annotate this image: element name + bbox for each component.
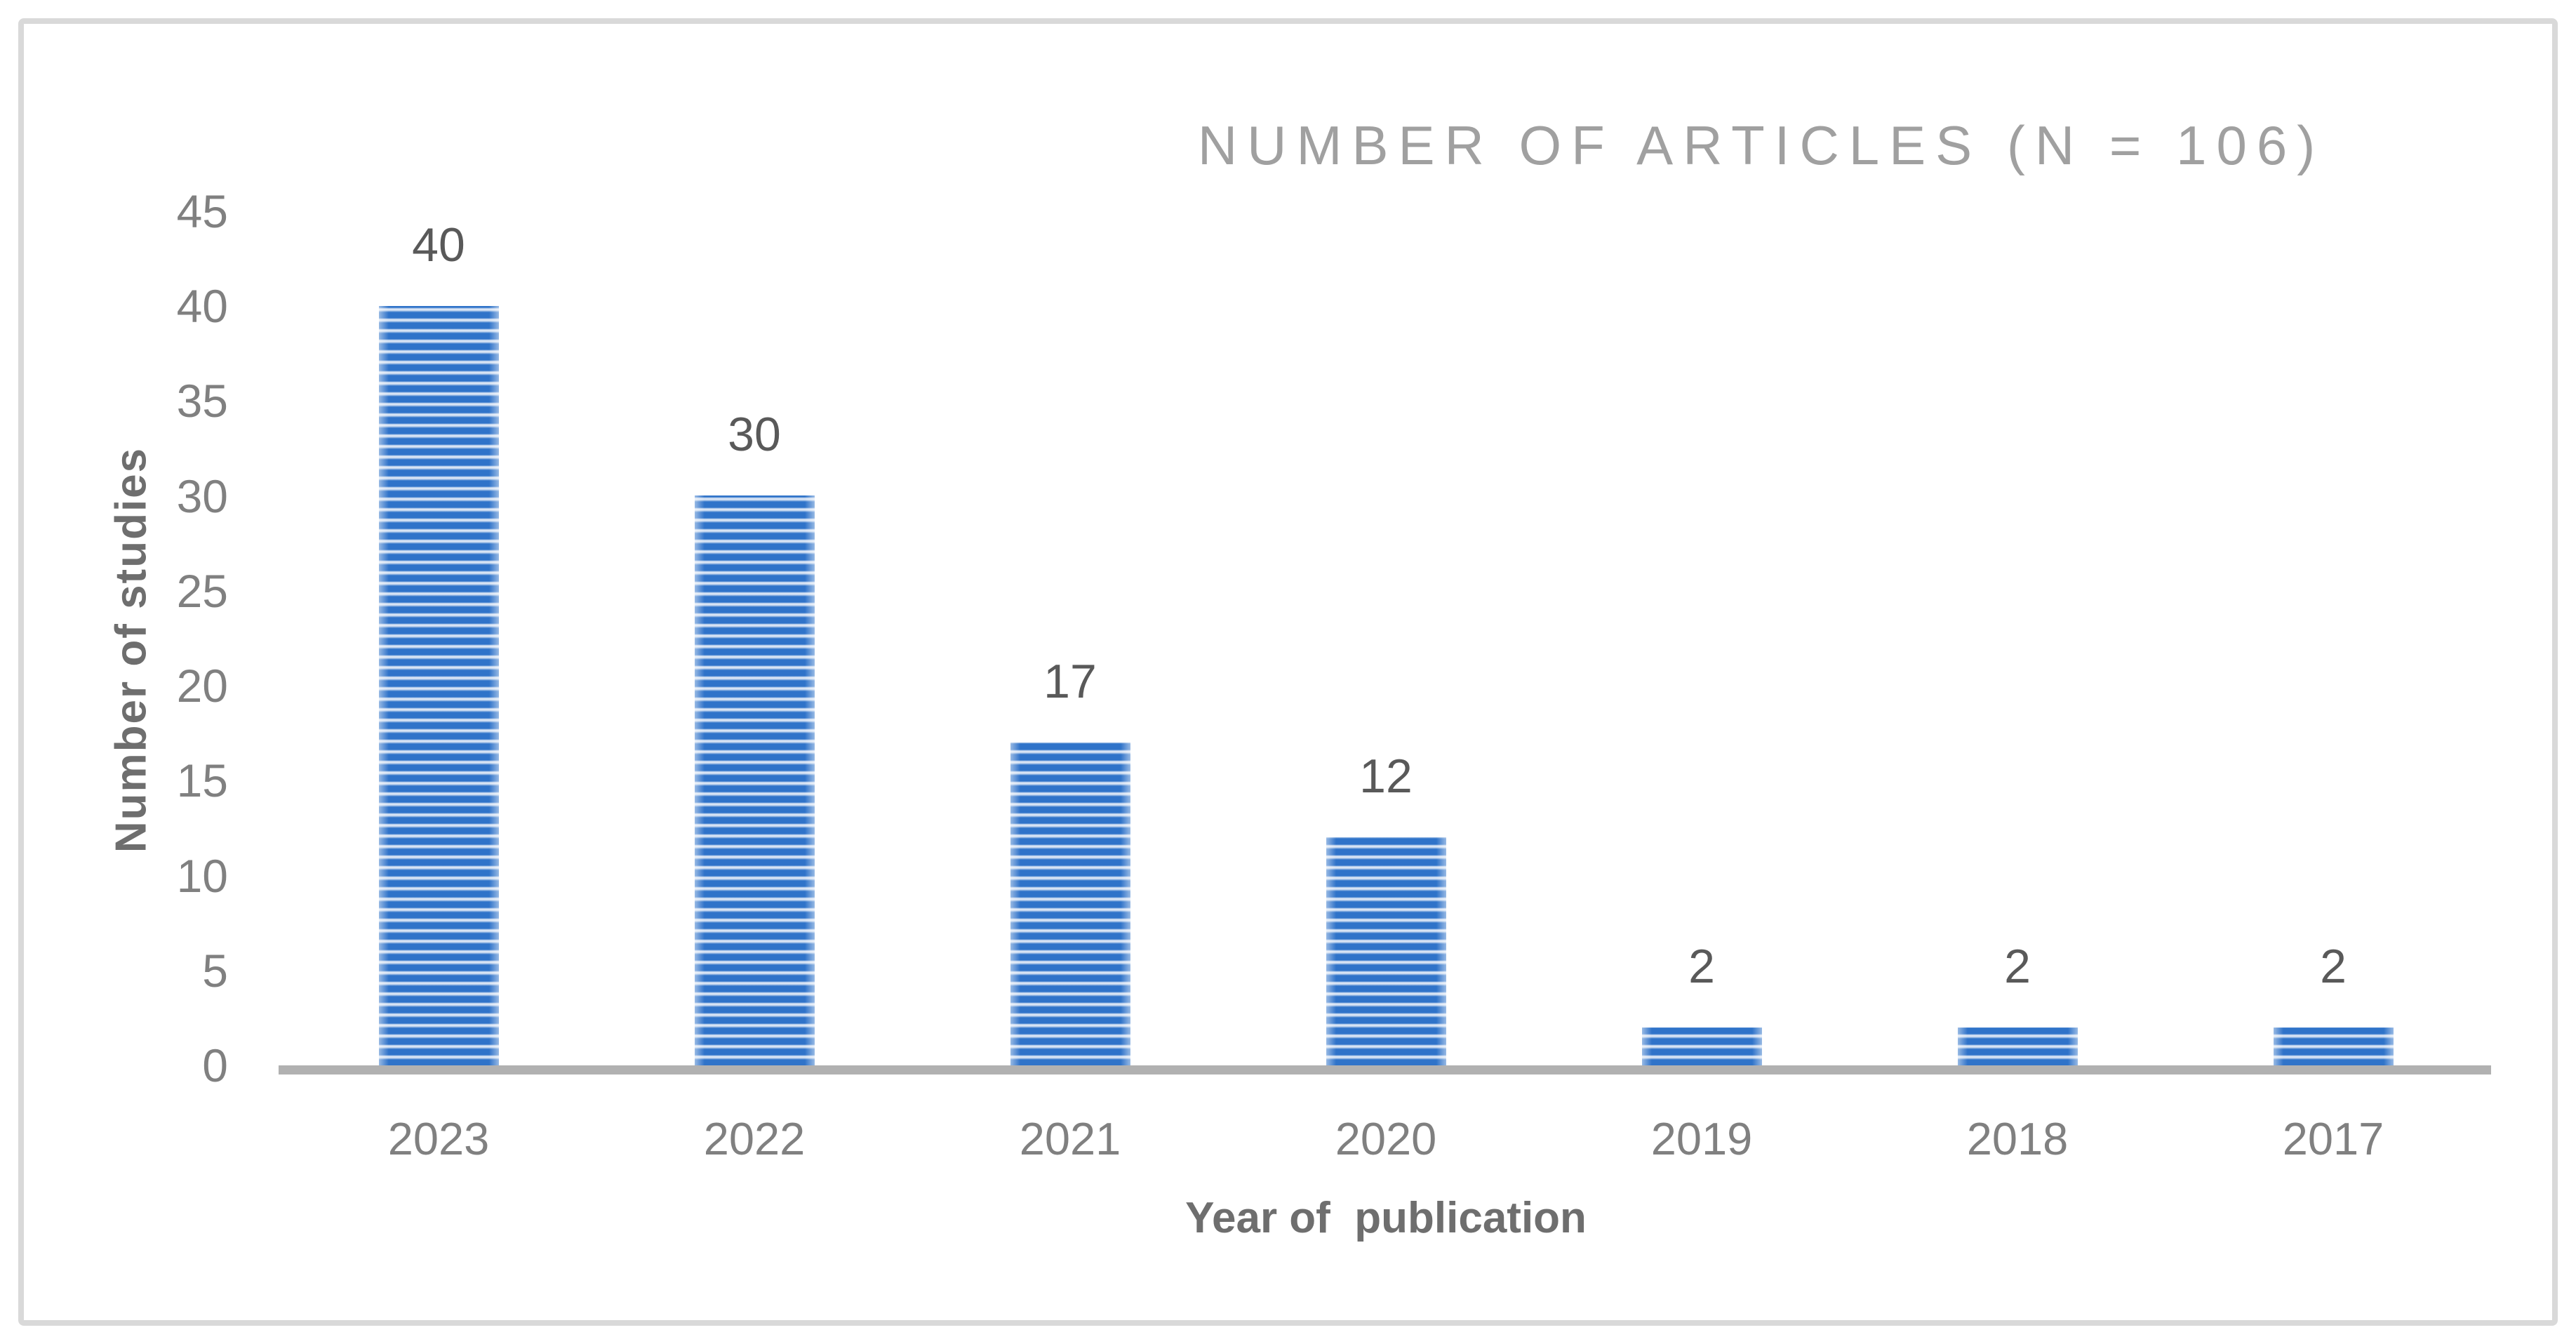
x-axis-title: Year of publication bbox=[1185, 1194, 1587, 1242]
y-tick-label-30: 30 bbox=[176, 470, 228, 522]
bar-value-label-2022: 30 bbox=[728, 408, 781, 461]
y-tick-label-15: 15 bbox=[176, 754, 228, 807]
y-tick-label-10: 10 bbox=[176, 849, 228, 902]
bar-value-label-2023: 40 bbox=[412, 218, 465, 272]
bar-2023 bbox=[378, 306, 499, 1065]
y-tick-label-45: 45 bbox=[176, 185, 228, 237]
bar-2020 bbox=[1326, 837, 1446, 1065]
x-tick-label-2020: 2020 bbox=[1335, 1113, 1437, 1164]
x-tick-label-2021: 2021 bbox=[1019, 1113, 1121, 1164]
bar-2017 bbox=[2273, 1027, 2394, 1065]
x-tick-label-2017: 2017 bbox=[2282, 1113, 2384, 1164]
bar-2018 bbox=[1957, 1027, 2078, 1065]
x-tick-label-2022: 2022 bbox=[703, 1113, 806, 1164]
bar-value-label-2019: 2 bbox=[1688, 940, 1715, 993]
y-tick-label-20: 20 bbox=[176, 660, 228, 712]
x-axis-line bbox=[279, 1065, 2491, 1074]
x-tick-label-2019: 2019 bbox=[1650, 1113, 1753, 1164]
y-tick-label-40: 40 bbox=[176, 280, 228, 332]
bar-2022 bbox=[694, 495, 815, 1065]
y-tick-label-5: 5 bbox=[202, 944, 228, 997]
bar-value-label-2018: 2 bbox=[2004, 940, 2031, 993]
y-tick-label-35: 35 bbox=[176, 375, 228, 427]
bar-value-label-2017: 2 bbox=[2320, 940, 2347, 993]
x-tick-label-2023: 2023 bbox=[387, 1113, 490, 1164]
chart-title: NUMBER OF ARTICLES (N = 106) bbox=[1197, 114, 2325, 176]
bar-2019 bbox=[1641, 1027, 1762, 1065]
y-tick-label-25: 25 bbox=[176, 564, 228, 617]
bar-2021 bbox=[1010, 743, 1130, 1065]
bar-value-label-2020: 12 bbox=[1359, 750, 1413, 803]
x-tick-label-2018: 2018 bbox=[1966, 1113, 2069, 1164]
y-tick-label-0: 0 bbox=[202, 1039, 228, 1091]
bar-value-label-2021: 17 bbox=[1043, 655, 1097, 708]
